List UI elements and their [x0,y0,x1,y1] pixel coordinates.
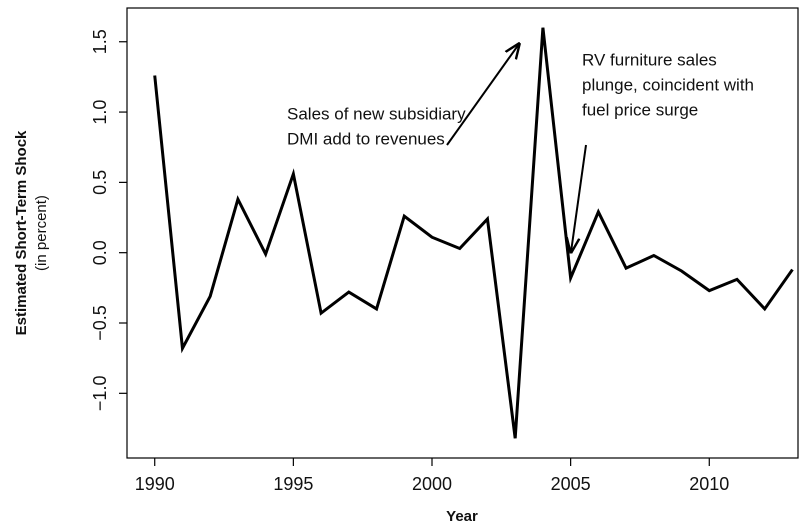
annotation-text: DMI add to revenues [287,129,445,148]
x-tick-label: 2005 [551,474,591,494]
y-tick-label: 0.5 [90,170,110,195]
x-tick-label: 1990 [135,474,175,494]
annotation-arrow [446,44,519,146]
annotation-arrow [571,144,587,252]
y-tick-label: 1.5 [90,29,110,54]
y-tick-label: 1.0 [90,100,110,125]
x-tick-label: 2000 [412,474,452,494]
annotation-text: plunge, coincident with [582,75,754,94]
x-axis-title: Year [446,508,478,525]
y-axis-subtitle: (in percent) [33,195,50,271]
x-tick-label: 2010 [689,474,729,494]
y-tick-label: −1.0 [90,376,110,412]
y-axis-title-group: Estimated Short-Term Shock (in percent) [13,130,50,335]
y-tick-label: −0.5 [90,305,110,341]
plot-frame [126,7,799,459]
annotation-text: Sales of new subsidiary [287,104,466,123]
y-tick-label: 0.0 [90,240,110,265]
data-line [153,27,794,439]
y-axis-title: Estimated Short-Term Shock [13,130,30,335]
annotation-text: fuel price surge [582,100,698,119]
x-tick-label: 1995 [273,474,313,494]
annotation-text: RV furniture sales [582,50,717,69]
